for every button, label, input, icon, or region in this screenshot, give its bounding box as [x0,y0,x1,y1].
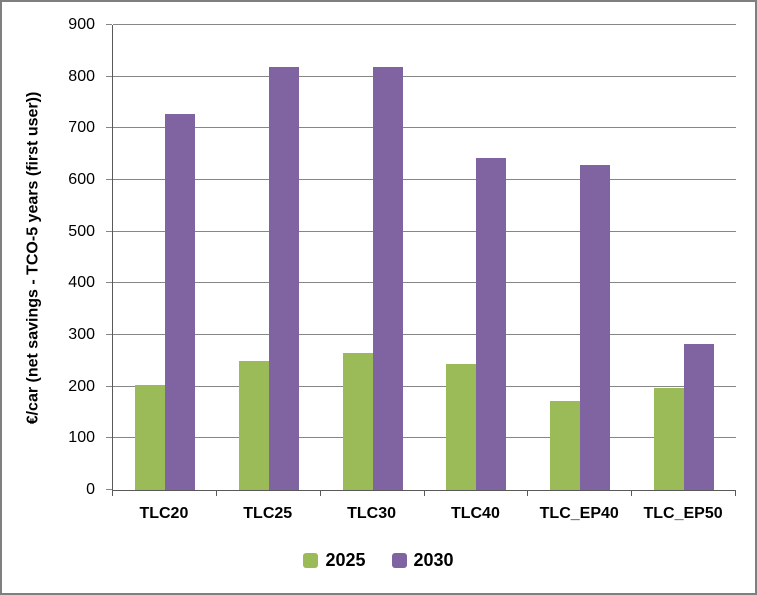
x-category-label-TLC30: TLC30 [347,505,397,522]
bar-TLC25-2030 [268,67,299,490]
gridline-500 [113,230,736,232]
x-tick-mark-6 [735,491,736,496]
y-tick-mark-100 [106,437,112,439]
bar-group-TLC30 [321,25,425,490]
y-axis-title: €/car (net savings - TCO-5 years (first … [16,25,50,490]
y-tick-label-500: 500 [68,222,95,240]
bar-TLC20-2030 [164,114,195,490]
y-axis-title-text: €/car (net savings - TCO-5 years (first … [24,91,41,424]
gridline-100 [113,437,736,439]
bar-TLC25-2025 [238,360,269,490]
x-tick-mark-1 [215,491,217,496]
y-tick-mark-200 [106,385,112,387]
legend-item-2030: 2030 [391,550,454,571]
y-tick-mark-700 [106,127,112,129]
bar-TLC_EP50-2025 [654,387,685,490]
bar-TLC_EP50-2030 [684,343,715,490]
plot-area [112,24,736,491]
x-tick-mark-0 [112,491,113,496]
x-tick-mark-5 [631,491,633,496]
y-tick-label-900: 900 [68,16,95,33]
gridline-900 [113,24,736,25]
y-tick-label-400: 400 [68,274,95,292]
x-category-label-TLC_EP40: TLC_EP40 [539,505,619,522]
gridline-600 [113,179,736,180]
y-tick-mark-300 [106,334,112,335]
y-tick-mark-900 [106,24,112,25]
y-tick-label-800: 800 [68,67,95,85]
y-tick-mark-800 [106,75,112,77]
x-category-label-TLC_EP50: TLC_EP50 [643,505,723,522]
x-axis-category-labels: TLC20 TLC25 TLC30 TLC40 TLC_EP40 TLC_EP50 [112,505,735,523]
y-tick-label-700: 700 [68,119,95,137]
y-tick-mark-500 [106,230,112,232]
bar-group-TLC_EP40 [528,25,632,490]
y-tick-label-0: 0 [86,481,95,498]
x-category-label-TLC40: TLC40 [450,505,500,522]
gridline-800 [113,75,736,77]
y-tick-label-100: 100 [68,429,95,447]
bar-group-TLC20 [113,25,217,490]
bar-group-TLC_EP50 [632,25,736,490]
legend-swatch-2030 [391,553,407,568]
legend-item-2025: 2025 [303,550,366,571]
bar-TLC20-2025 [134,385,165,490]
y-tick-label-300: 300 [68,326,95,343]
gridline-700 [113,127,736,129]
x-tick-mark-2 [319,491,321,496]
y-tick-mark-400 [106,282,112,284]
bar-TLC30-2025 [342,352,373,490]
bar-TLC30-2030 [372,67,403,490]
gridline-200 [113,385,736,387]
bar-group-TLC25 [217,25,321,490]
gridline-300 [113,334,736,335]
legend: 2025 2030 [2,550,755,571]
y-tick-mark-600 [106,179,112,180]
y-tick-mark-0 [106,489,112,490]
x-tick-mark-3 [423,491,425,496]
bar-groups [113,25,736,490]
bar-TLC_EP40-2030 [580,164,611,490]
bar-TLC40-2030 [476,158,507,490]
legend-label-2025: 2025 [325,550,366,570]
gridline-400 [113,282,736,284]
x-category-label-TLC25: TLC25 [243,505,293,522]
bar-group-TLC40 [424,25,528,490]
legend-label-2030: 2030 [413,550,454,570]
bar-TLC40-2025 [446,364,477,490]
y-tick-label-600: 600 [68,171,95,188]
y-tick-label-200: 200 [68,377,95,395]
bar-TLC_EP40-2025 [550,400,581,490]
x-tick-mark-4 [527,491,529,496]
legend-swatch-2025 [303,553,319,568]
x-category-label-TLC20: TLC20 [139,505,189,522]
